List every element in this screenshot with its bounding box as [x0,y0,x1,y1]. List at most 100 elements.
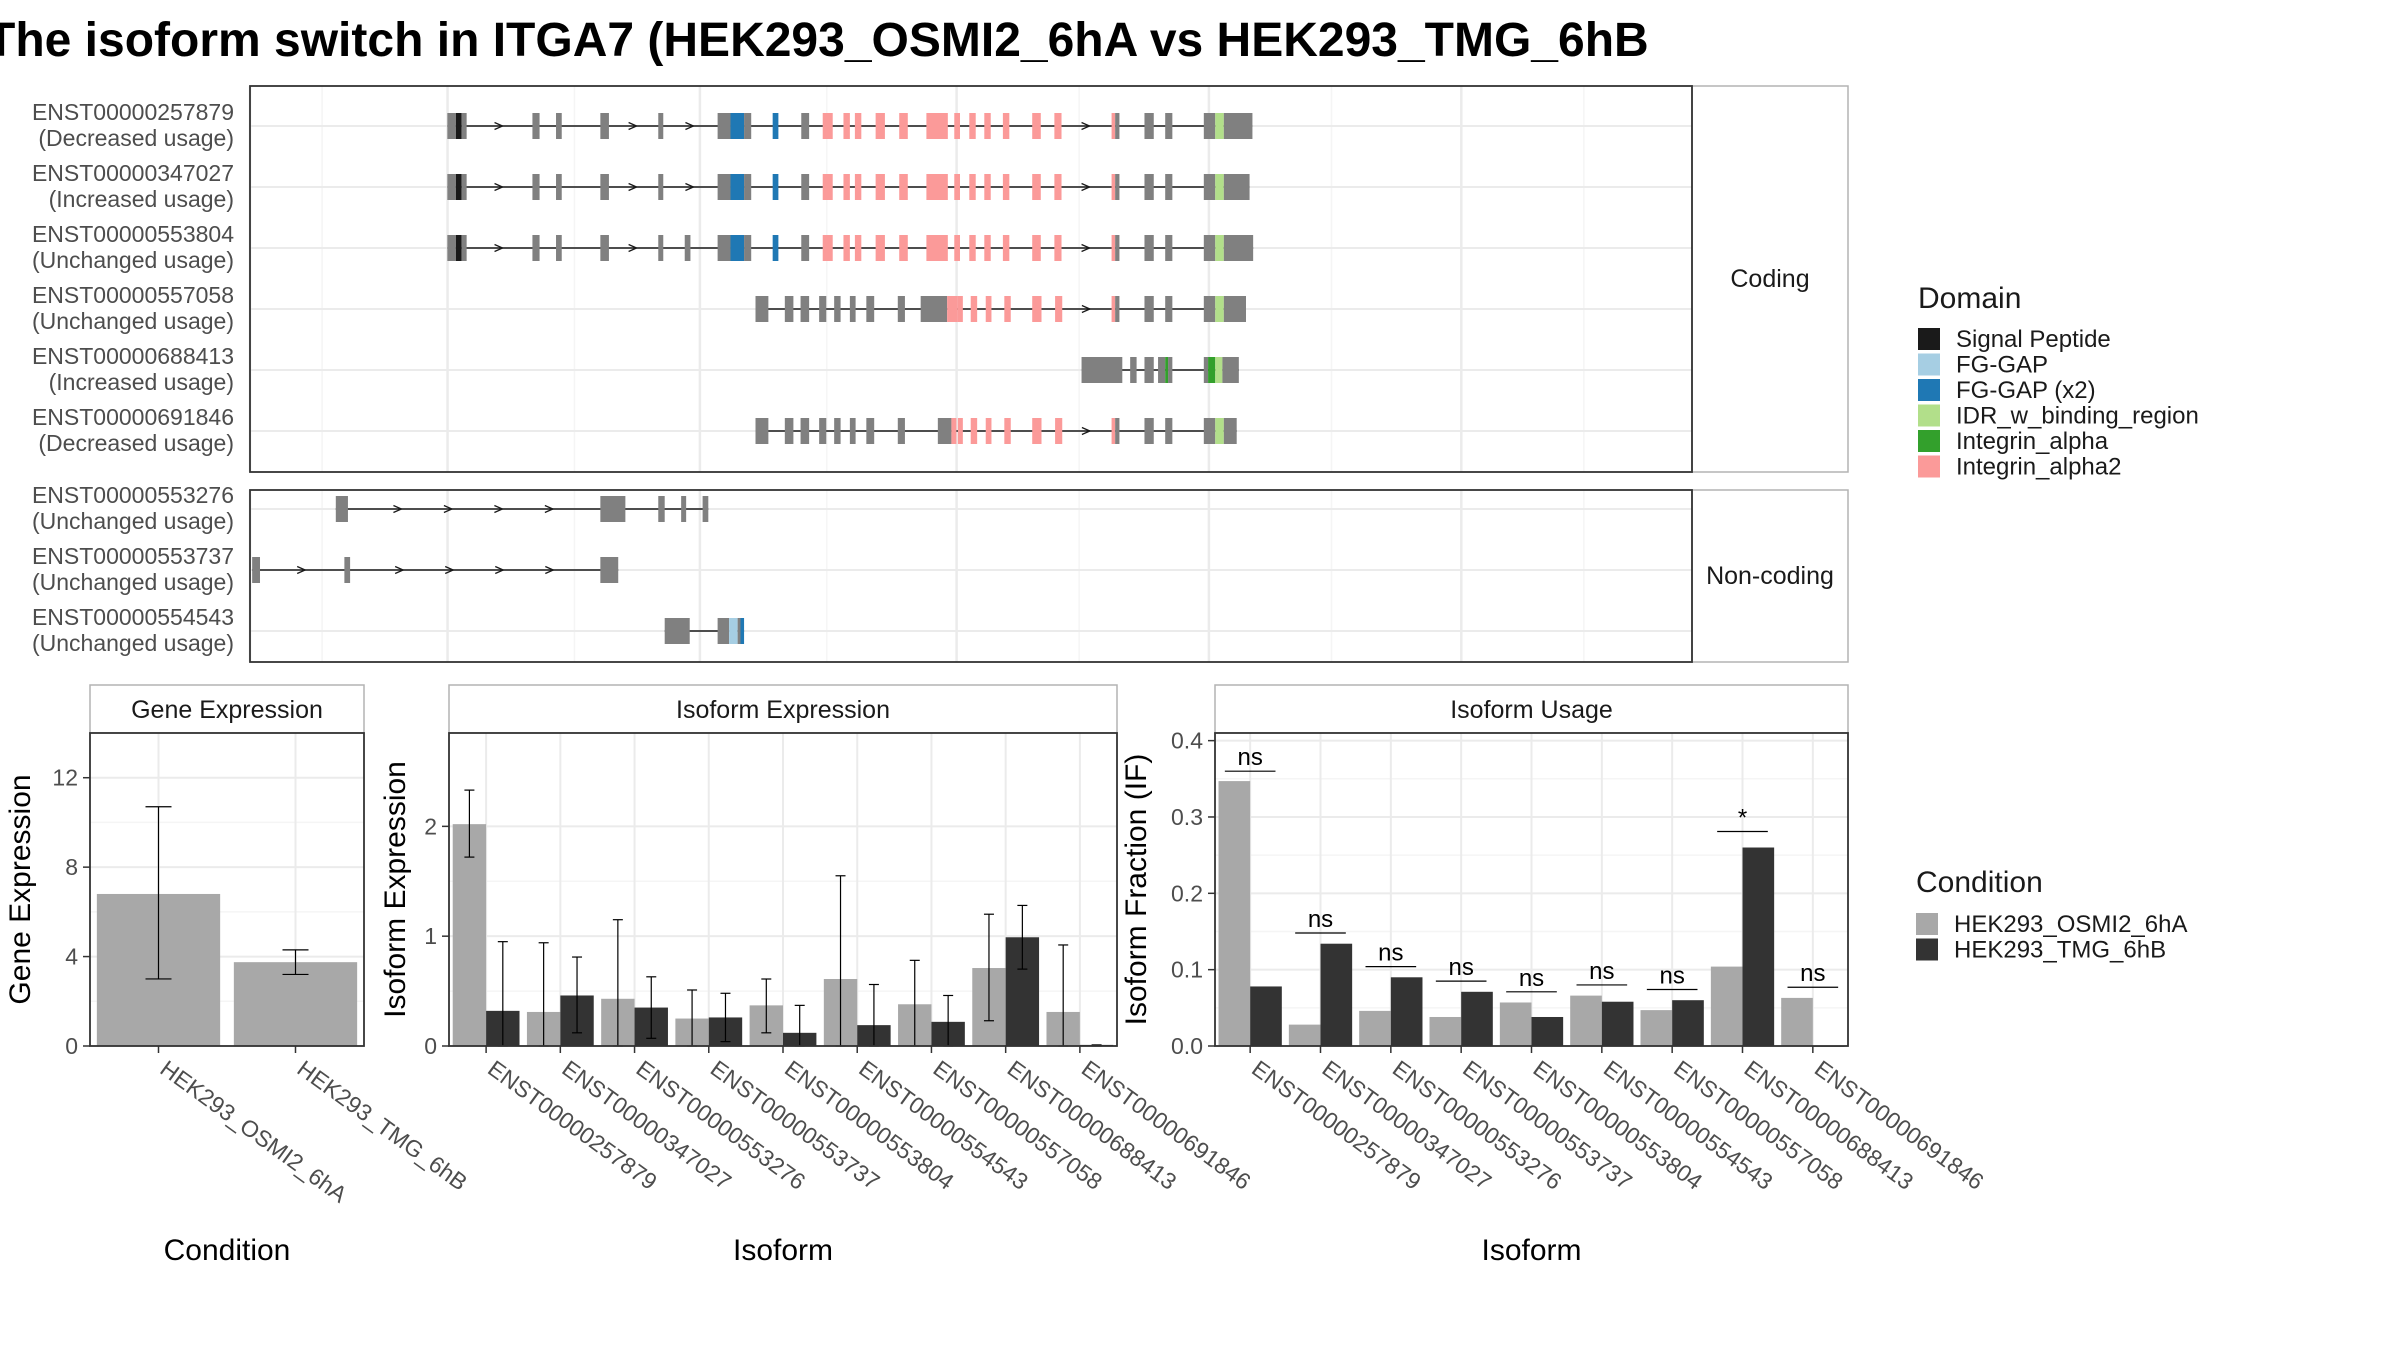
exon-block [1111,296,1116,322]
exon-block [843,235,850,261]
exon-block [1215,296,1224,322]
bar [1781,997,1813,1046]
exon-block [866,296,875,322]
exon-block [772,174,779,200]
exon-block [969,174,976,200]
gene-expression-chart: Gene Expression04812HEK293_OSMI2_6hAHEK2… [4,684,472,1267]
intron-arrow [1081,243,1092,253]
transcript-usage-label: (Increased usage) [49,186,234,212]
exon-block [1165,418,1173,444]
exon-block [252,557,261,583]
significance-label: ns [1659,963,1684,990]
bar [1570,995,1602,1046]
y-tick-label: 1 [424,923,437,949]
exon-block [658,174,664,200]
exon-block [957,296,963,322]
exon-block [1111,235,1116,261]
exon-block [684,235,691,261]
condition-legend-title: Condition [1916,866,2043,899]
domain-legend-label: FG-GAP (x2) [1956,377,2096,404]
exon-block [1115,235,1120,261]
exon-block [985,418,992,444]
panel-title-strip [448,684,1118,734]
transcript-id-label: ENST00000557058 [32,282,234,308]
exon-block [1115,296,1120,322]
exon-block [755,296,769,322]
intron-arrow [1081,426,1092,436]
y-tick-label: 8 [65,854,78,880]
exon-block [1111,174,1116,200]
exon-block [1111,418,1116,444]
domain-legend-label: Integrin_alpha [1956,428,2109,455]
domain-legend-title: Domain [1918,282,2021,315]
exon-block [1004,296,1011,322]
exon-block [1054,174,1062,200]
intron-arrow [494,121,505,131]
bar [1640,1010,1673,1046]
exon-block [801,235,810,261]
domain-legend-swatch [1918,404,1940,427]
noncoding-panel-border [249,489,1693,663]
exon-block [875,113,885,139]
exon-block [1144,357,1154,383]
exon-block [1203,418,1216,444]
domain-legend-swatch [1918,353,1940,376]
y-tick-label: 0.3 [1171,804,1203,830]
exon-block [866,418,875,444]
y-tick-label: 0.1 [1171,957,1203,983]
bar [1429,1016,1462,1046]
exon-block [897,296,905,322]
exon-block [1223,418,1237,444]
intron-arrow [685,182,696,192]
exon-block [897,418,905,444]
bar [1250,986,1282,1046]
intron-arrow [494,243,505,253]
exon-block [954,174,960,200]
noncoding-facet-label: Non-coding [1706,562,1834,590]
condition-legend-label: HEK293_TMG_6hB [1954,937,2166,964]
bar [1288,1024,1321,1046]
intron-arrow [444,565,455,575]
exon-block [954,113,960,139]
exon-block [1054,113,1062,139]
intron-arrow [628,182,639,192]
exon-block [800,418,810,444]
exon-block [784,418,794,444]
intron-arrow [545,565,555,575]
exon-block [744,113,752,139]
exon-block [954,235,960,261]
significance-label: ns [1448,954,1473,981]
exon-block [1203,357,1209,383]
y-axis-title: Isoform Expression [379,761,412,1018]
exon-block [658,235,664,261]
figure-title: The isoform switch in ITGA7 (HEK293_OSMI… [0,14,1649,67]
exon-block [875,235,885,261]
exon-block [679,618,690,644]
transcript-usage-label: (Unchanged usage) [32,569,234,595]
exon-block [1215,113,1224,139]
significance-label: ns [1519,965,1544,992]
exon-block [984,113,991,139]
exon-block [556,113,562,139]
exon-block [819,418,827,444]
exon-block [1032,113,1041,139]
exon-block [1144,235,1154,261]
noncoding-panel-bg [250,490,1692,662]
exon-block [947,296,958,322]
exon-block [822,113,833,139]
exon-block [455,174,462,200]
exon-block [849,418,856,444]
domain-legend-swatch [1918,455,1940,478]
exon-block [875,174,885,200]
bar [1710,966,1743,1046]
exon-block [461,113,467,139]
exon-block [664,618,679,644]
exon-block [843,113,850,139]
significance-label: * [1738,804,1747,831]
exon-block [740,618,745,644]
exon-block [801,174,810,200]
exon-block [1203,174,1216,200]
exon-block [1223,113,1253,139]
bar [452,824,487,1046]
